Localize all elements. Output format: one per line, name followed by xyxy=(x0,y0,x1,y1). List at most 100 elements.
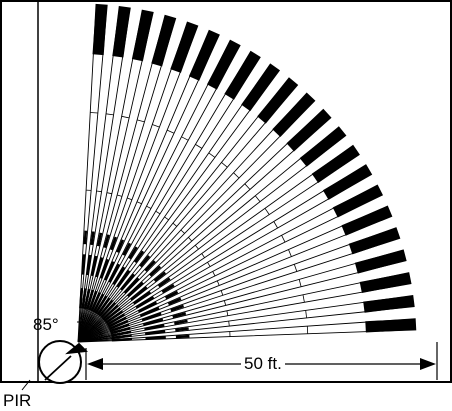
zone-outer-block xyxy=(363,295,415,313)
zone-beam xyxy=(77,294,415,343)
zone-near-dash xyxy=(170,304,185,312)
zone-outer-block xyxy=(188,30,220,81)
detection-zone xyxy=(77,14,177,343)
zone-near-dash xyxy=(90,255,98,277)
zone-tick xyxy=(305,310,307,319)
zone-near-dash xyxy=(137,301,158,313)
zone-near-dash xyxy=(96,297,111,316)
zone-tick xyxy=(105,113,114,116)
detection-zone xyxy=(77,126,347,343)
zone-outer-block xyxy=(354,249,407,274)
detection-zone xyxy=(77,184,384,343)
zone-beam xyxy=(77,227,401,343)
zone-near-dash xyxy=(144,260,156,272)
zone-outer-block xyxy=(341,206,392,236)
zone-tick xyxy=(181,136,189,141)
zone-tick xyxy=(288,249,292,257)
zone-near-dash xyxy=(105,310,124,324)
zone-tick xyxy=(152,124,160,128)
zone-near-dash xyxy=(116,239,125,253)
zone-tick xyxy=(207,262,211,267)
zone-near-dash xyxy=(83,288,91,310)
zone-near-dash xyxy=(142,318,164,326)
zone-beam xyxy=(77,318,417,343)
zone-near-dash xyxy=(90,231,95,246)
zone-outer-block xyxy=(359,272,411,293)
zone-tick xyxy=(106,192,112,195)
zone-outer-block xyxy=(299,126,346,167)
zone-near-dash xyxy=(134,250,145,264)
sensor-leader-line xyxy=(21,379,31,391)
zone-tick xyxy=(298,279,302,287)
zone-tick xyxy=(188,237,193,242)
zone-near-dash xyxy=(153,271,167,282)
zone-near-dash xyxy=(111,334,132,340)
zone-near-dash xyxy=(161,283,175,294)
zone-near-dash xyxy=(88,290,98,311)
detection-zone xyxy=(77,318,417,343)
zone-tick xyxy=(216,280,220,286)
detection-zone xyxy=(77,144,360,343)
zone-outer-block xyxy=(112,6,131,58)
zone-outer-block xyxy=(151,15,176,67)
zone-outer-block xyxy=(286,109,331,152)
zone-outer-block xyxy=(131,10,154,62)
zone-beam xyxy=(77,50,261,343)
zone-near-dash xyxy=(109,236,118,251)
detection-zone xyxy=(77,205,393,343)
detection-zone xyxy=(77,272,412,343)
zone-near-dash xyxy=(123,277,140,294)
zone-near-dash xyxy=(110,330,132,337)
zone-near-dash xyxy=(96,232,103,247)
zone-near-dash xyxy=(108,263,121,283)
zone-near-dash xyxy=(108,319,129,331)
zone-beam xyxy=(77,249,407,343)
zone-tick xyxy=(244,183,251,190)
zone-tick xyxy=(228,321,230,327)
distance-label: 50 ft. xyxy=(241,355,285,372)
zone-outer-block xyxy=(322,164,372,200)
sensor-label: PIR xyxy=(3,391,32,410)
zone-tick xyxy=(233,172,240,179)
zone-near-dash xyxy=(145,336,166,340)
detection-zone xyxy=(77,29,220,343)
zone-near-dash xyxy=(175,327,189,332)
dimension-arrow-right xyxy=(420,358,436,370)
zone-near-dash xyxy=(81,254,86,275)
detection-zone xyxy=(77,39,241,343)
zone-near-dash xyxy=(174,319,188,325)
zone-near-dash xyxy=(139,306,160,317)
zone-near-dash xyxy=(109,323,130,333)
zone-tick xyxy=(201,253,205,258)
zone-near-dash xyxy=(128,246,138,260)
zone-near-dash xyxy=(95,257,104,278)
zone-near-dash xyxy=(122,242,132,256)
zone-near-dash xyxy=(139,255,151,268)
zone-near-dash xyxy=(103,234,110,249)
zone-near-dash xyxy=(144,330,166,336)
zone-near-dash xyxy=(165,290,179,300)
zone-near-dash xyxy=(141,312,162,322)
zone-beam xyxy=(77,126,347,343)
zone-outer-block xyxy=(365,318,416,333)
zone-tick xyxy=(90,112,98,114)
zone-tick xyxy=(194,244,199,250)
zone-near-dash xyxy=(104,261,115,281)
zone-tick xyxy=(195,144,203,149)
detection-zone xyxy=(77,77,299,343)
zone-near-dash xyxy=(144,324,165,331)
zone-near-dash xyxy=(85,289,95,310)
zone-tick xyxy=(273,221,278,229)
zone-tick xyxy=(293,264,298,272)
zone-near-dash xyxy=(172,312,187,319)
zone-near-dash xyxy=(100,301,117,319)
zone-near-dash xyxy=(135,296,155,309)
zone-tick xyxy=(155,210,161,215)
zone-outer-block xyxy=(257,77,298,124)
zone-tick xyxy=(121,115,130,119)
zone-tick xyxy=(127,197,133,201)
zone-near-dash xyxy=(175,334,190,339)
zone-tick xyxy=(254,195,261,202)
field-of-view-arc xyxy=(76,321,103,337)
zone-tick xyxy=(96,190,102,193)
